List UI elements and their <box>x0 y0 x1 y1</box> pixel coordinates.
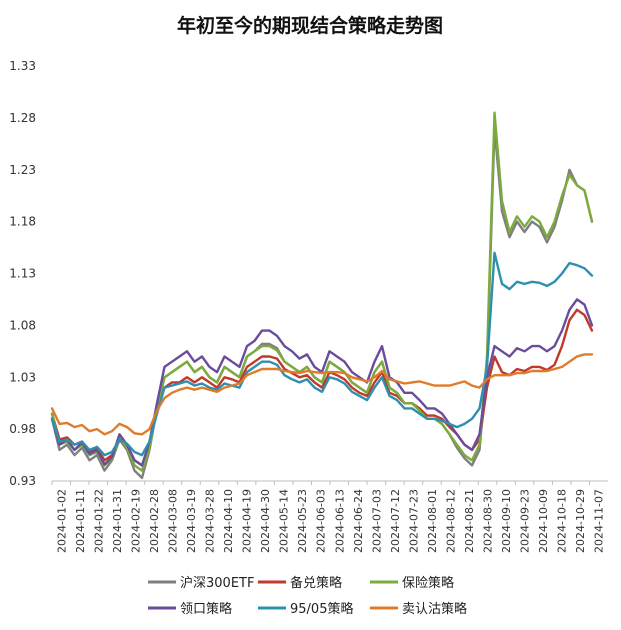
y-tick-label: 1.08 <box>9 318 36 332</box>
x-tick-label: 2024-08-12 <box>444 489 457 553</box>
legend-label: 沪深300ETF <box>180 575 254 591</box>
x-tick-label: 2024-06-24 <box>352 489 365 553</box>
x-tick-label: 2024-02-19 <box>129 489 142 553</box>
y-tick-label: 1.33 <box>9 59 36 73</box>
x-tick-label: 2024-10-29 <box>574 489 587 553</box>
x-tick-label: 2024-01-22 <box>92 489 105 553</box>
legend-label: 领口策略 <box>180 601 232 617</box>
legend-label: 卖认沽策略 <box>402 601 467 617</box>
series-line <box>50 353 594 436</box>
x-tick-label: 2024-06-13 <box>333 489 346 553</box>
x-tick-label: 2024-07-03 <box>370 489 383 553</box>
x-tick-label: 2024-07-23 <box>407 489 420 553</box>
legend-label: 95/05策略 <box>290 601 353 617</box>
x-tick-label: 2024-10-09 <box>537 489 550 553</box>
x-tick-label: 2024-08-01 <box>426 489 439 553</box>
x-tick-label: 2024-02-28 <box>148 489 161 553</box>
y-tick-label: 0.98 <box>9 422 36 436</box>
y-tick-label: 1.13 <box>9 267 36 281</box>
legend-label: 备兑策略 <box>290 575 342 591</box>
y-tick-label: 1.18 <box>9 215 36 229</box>
x-tick-label: 2024-10-18 <box>556 489 569 553</box>
x-tick-label: 2024-04-19 <box>241 489 254 553</box>
legend-label: 保险策略 <box>402 575 454 591</box>
x-tick-label: 2024-09-10 <box>500 489 513 553</box>
x-tick-label: 2024-04-30 <box>259 489 272 553</box>
x-tick-label: 2024-01-31 <box>111 489 124 553</box>
y-axis: 0.93 0.98 1.03 1.08 1.13 1.18 1.23 1.28 1.33 <box>9 59 36 488</box>
y-tick-label: 1.23 <box>9 163 36 177</box>
x-tick-label: 2024-04-10 <box>222 489 235 553</box>
y-tick-label: 0.93 <box>9 474 36 488</box>
chart-title: 年初至今的期现结合策略走势图 <box>177 14 443 37</box>
x-tick-label: 2024-08-30 <box>482 489 495 553</box>
x-tick-label: 2024-01-11 <box>74 489 87 553</box>
y-tick-label: 1.03 <box>9 370 36 384</box>
x-tick-label: 2024-05-23 <box>296 489 309 553</box>
x-tick-label: 2024-03-08 <box>166 489 179 553</box>
x-tick-label: 2024-08-21 <box>463 489 476 553</box>
series-line <box>50 127 594 480</box>
series-line <box>50 308 594 467</box>
y-tick-label: 1.28 <box>9 111 36 125</box>
x-tick-label: 2024-07-12 <box>389 489 402 553</box>
series-line <box>50 251 594 457</box>
series-line <box>50 111 594 472</box>
x-tick-label: 2024-11-07 <box>593 489 606 553</box>
x-tick-label: 2024-01-02 <box>55 489 68 553</box>
x-tick-label: 2024-05-14 <box>278 489 291 553</box>
x-tick-label: 2024-03-28 <box>204 489 217 553</box>
x-tick-label: 2024-06-03 <box>315 489 328 553</box>
x-axis: 2024-01-02 2024-01-11 2024-01-22 2024-01-31… <box>51 480 608 553</box>
plot-area <box>50 111 594 480</box>
x-tick-label: 2024-03-19 <box>185 489 198 553</box>
x-tick-label: 2024-09-23 <box>519 489 532 553</box>
